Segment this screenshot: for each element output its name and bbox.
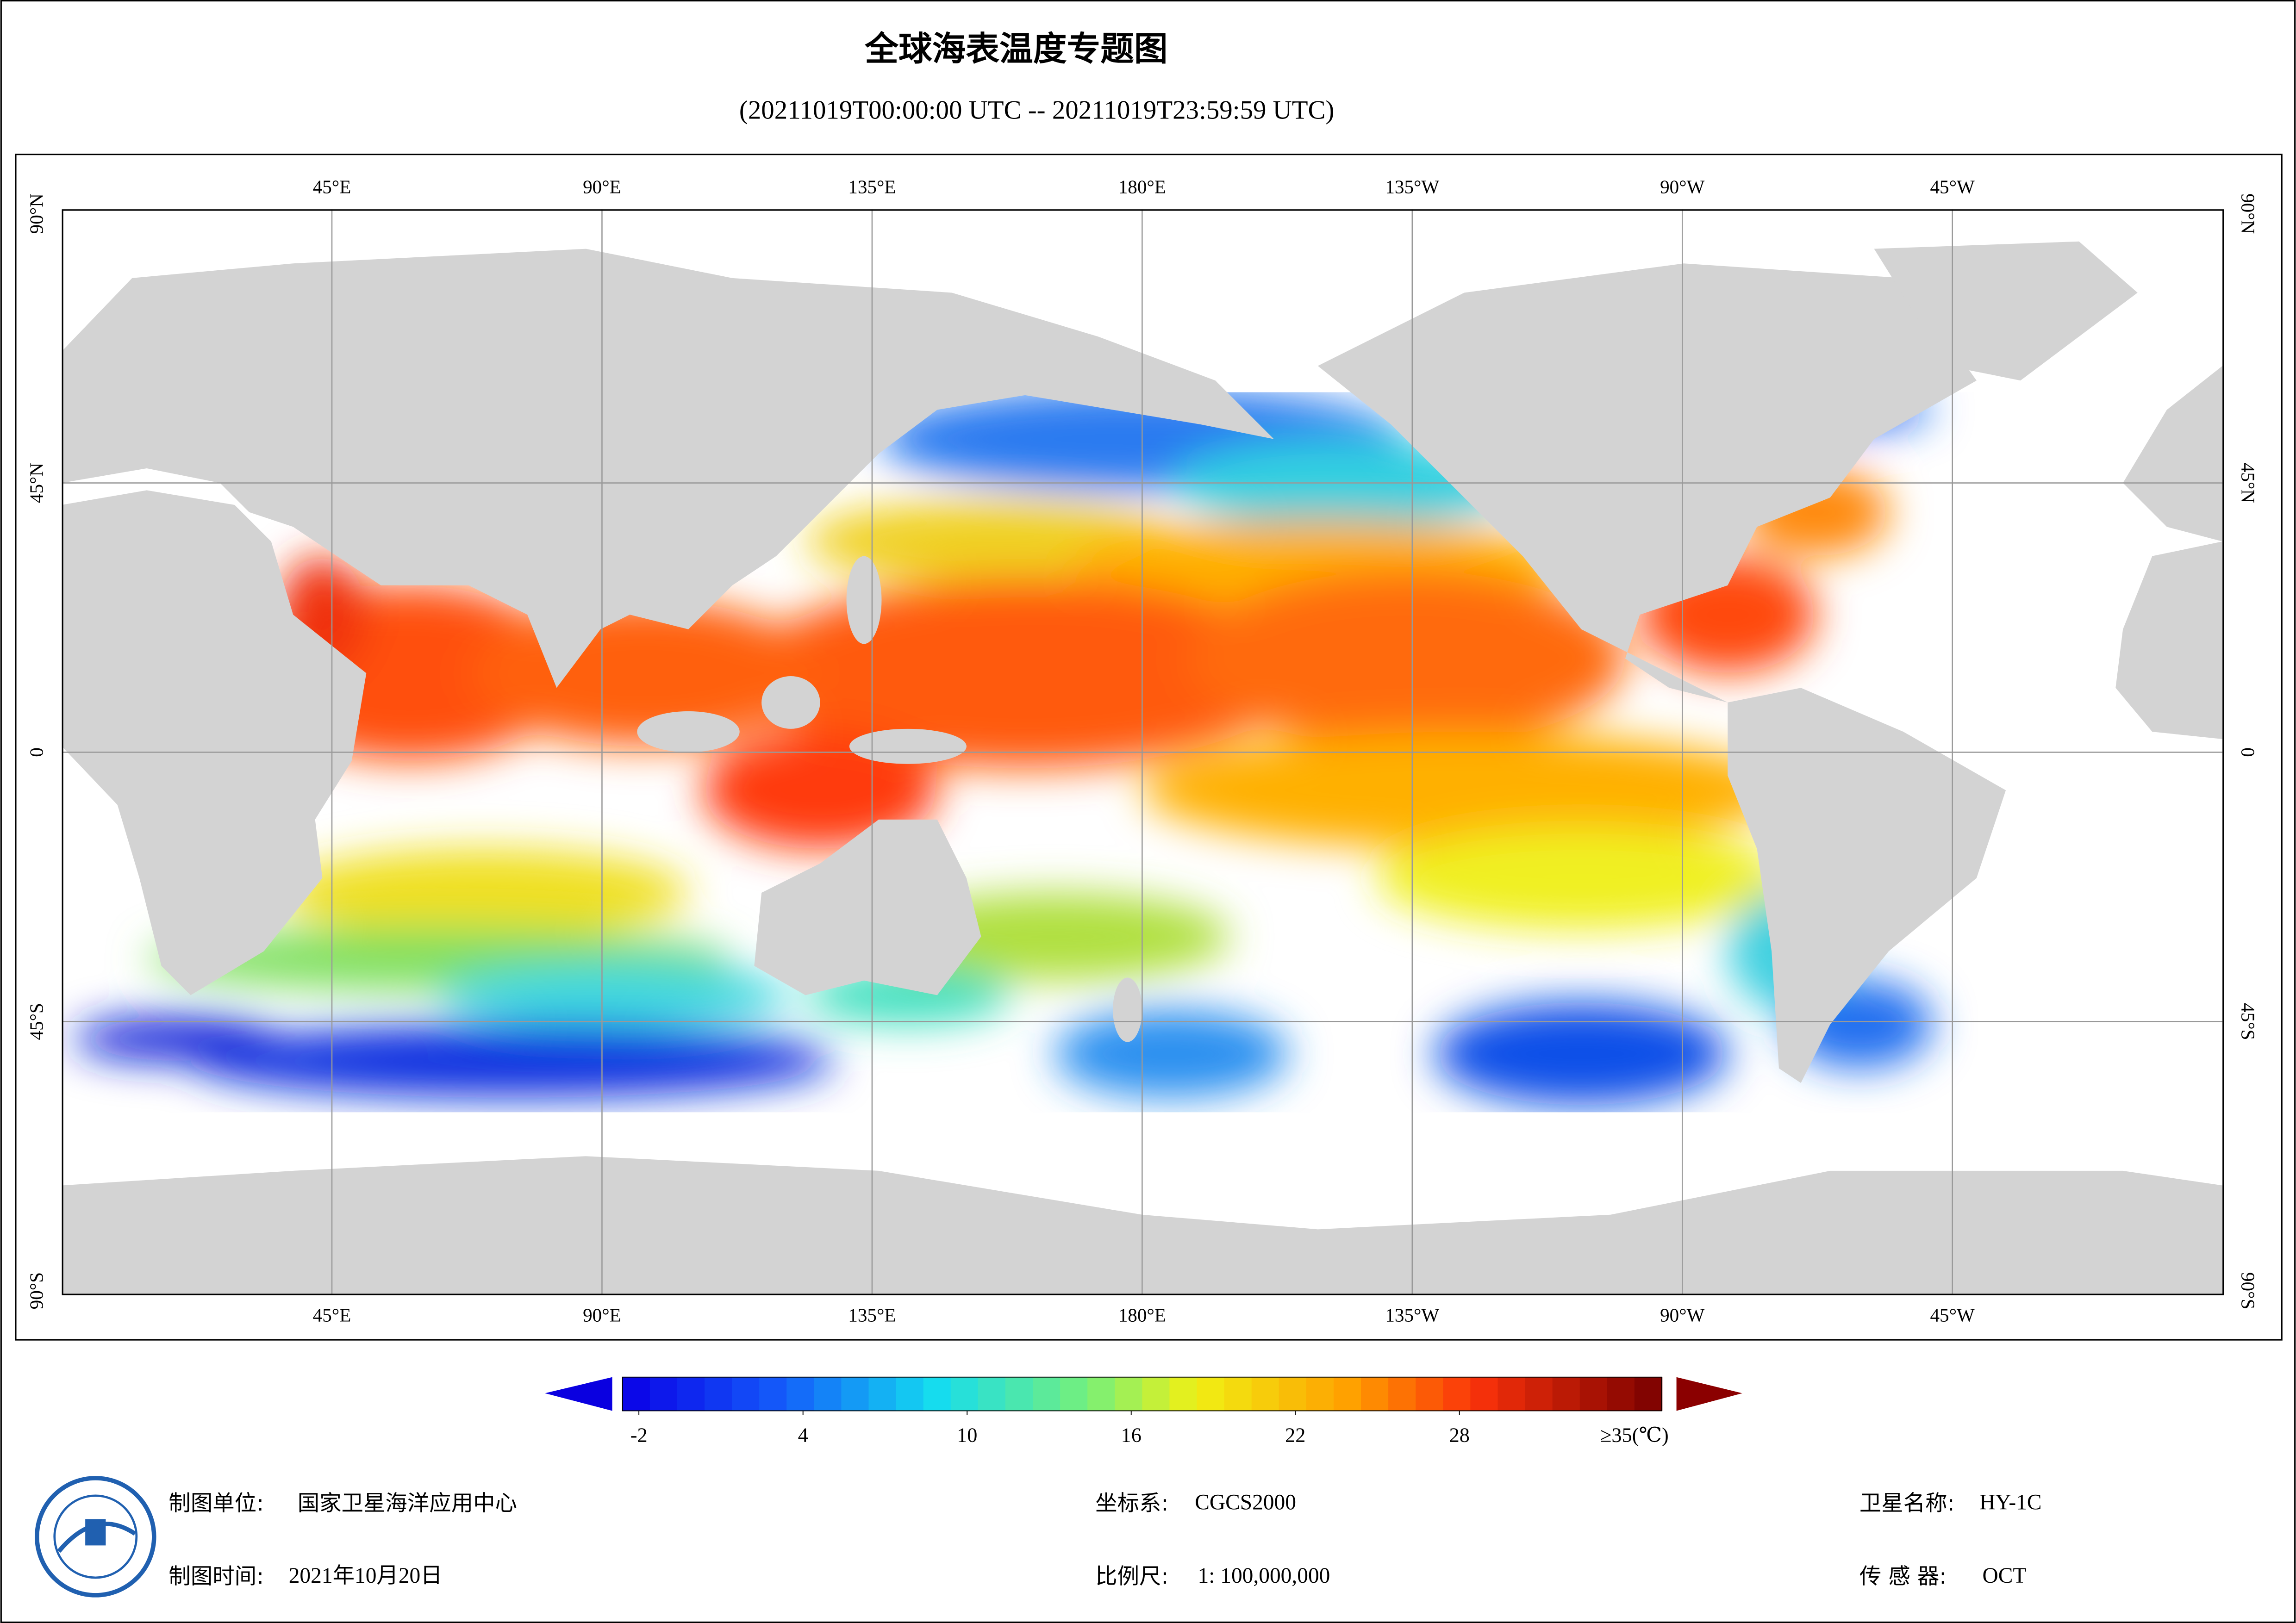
colorbar-end-label: ≥35(℃) — [1600, 1424, 1669, 1447]
colorbar-swatch — [1333, 1377, 1362, 1411]
lon-label-bottom: 45°E — [313, 1305, 351, 1326]
title: 全球海表温度专题图 — [864, 30, 1167, 69]
colorbar-swatch — [1224, 1377, 1252, 1411]
colorbar-swatch — [1607, 1377, 1635, 1411]
crs-label: 坐标系: — [1095, 1491, 1168, 1516]
colorbar-swatch — [1634, 1377, 1663, 1411]
colorbar-swatch — [1142, 1377, 1170, 1411]
colorbar-tick-label: 28 — [1449, 1424, 1470, 1447]
lon-label-bottom: 180°E — [1118, 1305, 1166, 1326]
colorbar-swatch — [950, 1377, 979, 1411]
colorbar-swatch — [1197, 1377, 1225, 1411]
colorbar-high-arrow — [1676, 1377, 1742, 1411]
logo — [35, 1476, 156, 1598]
lon-label-top: 90°E — [583, 176, 621, 197]
colorbar-swatch — [1033, 1377, 1061, 1411]
colorbar-tick-label: 16 — [1121, 1424, 1142, 1447]
lat-label-right: 45°N — [2237, 463, 2259, 503]
lon-label-bottom: 135°E — [848, 1305, 896, 1326]
lat-label-left: 0 — [25, 747, 47, 757]
colorbar-swatch — [896, 1377, 924, 1411]
colorbar-swatch — [1279, 1377, 1307, 1411]
colorbar-swatch — [1552, 1377, 1580, 1411]
time-label: 制图时间: — [168, 1564, 264, 1589]
satellite: HY-1C — [1979, 1491, 2041, 1515]
unit: 国家卫星海洋应用中心 — [298, 1491, 517, 1516]
colorbar-swatch — [622, 1377, 651, 1411]
sensor: OCT — [1983, 1564, 2027, 1588]
colorbar-swatch — [814, 1377, 842, 1411]
lat-label-right: 90°S — [2237, 1272, 2259, 1309]
colorbar-swatch — [1525, 1377, 1553, 1411]
colorbar-low-arrow — [545, 1377, 612, 1411]
lon-label-bottom: 45°W — [1930, 1305, 1975, 1326]
lon-label-top: 45°W — [1930, 176, 1975, 197]
lon-label-top: 180°E — [1118, 176, 1166, 197]
lon-label-top: 90°W — [1660, 176, 1705, 197]
sensor-label: 传 感 器: — [1859, 1564, 1947, 1589]
colorbar-swatch — [1169, 1377, 1198, 1411]
colorbar-swatch — [1115, 1377, 1143, 1411]
lat-label-left: 45°S — [25, 1003, 47, 1040]
satellite-label: 卫星名称: — [1859, 1491, 1955, 1516]
lon-label-top: 135°E — [848, 176, 896, 197]
colorbar-swatch — [1497, 1377, 1526, 1411]
colorbar-swatch — [1251, 1377, 1280, 1411]
colorbar-swatch — [1388, 1377, 1416, 1411]
colorbar-swatch — [923, 1377, 952, 1411]
colorbar-border — [622, 1376, 1662, 1412]
lon-label-top: 135°W — [1385, 176, 1439, 197]
colorbar-swatch — [1087, 1377, 1116, 1411]
lat-label-left: 90°S — [25, 1272, 47, 1309]
colorbar-tick-label: 4 — [798, 1424, 808, 1447]
lon-label-top: 45°E — [313, 176, 351, 197]
colorbar-swatch — [1579, 1377, 1608, 1411]
lon-label-bottom: 90°W — [1660, 1305, 1705, 1326]
colorbar: -2 4 10 16 22 28 ≥35(℃) — [545, 1376, 1742, 1447]
colorbar-swatch — [1060, 1377, 1088, 1411]
time: 2021年10月20日 — [289, 1564, 443, 1588]
colorbar-tick-label: -2 — [630, 1424, 648, 1447]
colorbar-swatch — [1306, 1377, 1335, 1411]
map — [62, 209, 2223, 1294]
colorbar-swatch — [1443, 1377, 1471, 1411]
lon-label-bottom: 90°E — [583, 1305, 621, 1326]
scale-label: 比例尺: — [1095, 1564, 1168, 1589]
colorbar-swatch — [649, 1377, 678, 1411]
graticule — [62, 209, 2223, 1294]
crs: CGCS2000 — [1195, 1491, 1296, 1515]
colorbar-swatch — [841, 1377, 869, 1411]
lat-label-left: 90°N — [25, 193, 47, 234]
colorbar-swatch — [1005, 1377, 1034, 1411]
colorbar-swatch — [1470, 1377, 1498, 1411]
colorbar-swatch — [677, 1377, 705, 1411]
colorbar-swatch — [732, 1377, 760, 1411]
colorbar-swatch — [704, 1377, 733, 1411]
colorbar-swatch — [1416, 1377, 1444, 1411]
unit-label: 制图单位: — [168, 1491, 264, 1516]
lat-label-left: 45°N — [25, 463, 47, 503]
scale: 1: 100,000,000 — [1198, 1564, 1330, 1588]
colorbar-swatch — [759, 1377, 787, 1411]
lat-label-right: 90°N — [2237, 193, 2259, 234]
colorbar-swatch — [978, 1377, 1006, 1411]
graticule-labels: 45°E 45°E 90°E 90°E 135°E 135°E 180°E 180°E 135°… — [25, 176, 2259, 1325]
subtitle: (20211019T00:00:00 UTC -- 20211019T23:59… — [739, 96, 1335, 125]
colorbar-swatch — [1361, 1377, 1389, 1411]
lat-label-right: 45°S — [2237, 1003, 2259, 1040]
colorbar-tick-label: 22 — [1285, 1424, 1305, 1447]
colorbar-swatch — [868, 1377, 897, 1411]
lon-label-bottom: 135°W — [1385, 1305, 1439, 1326]
map-border — [62, 209, 2224, 1295]
lat-label-right: 0 — [2237, 747, 2259, 757]
colorbar-swatch — [786, 1377, 815, 1411]
colorbar-tick-label: 10 — [957, 1424, 977, 1447]
